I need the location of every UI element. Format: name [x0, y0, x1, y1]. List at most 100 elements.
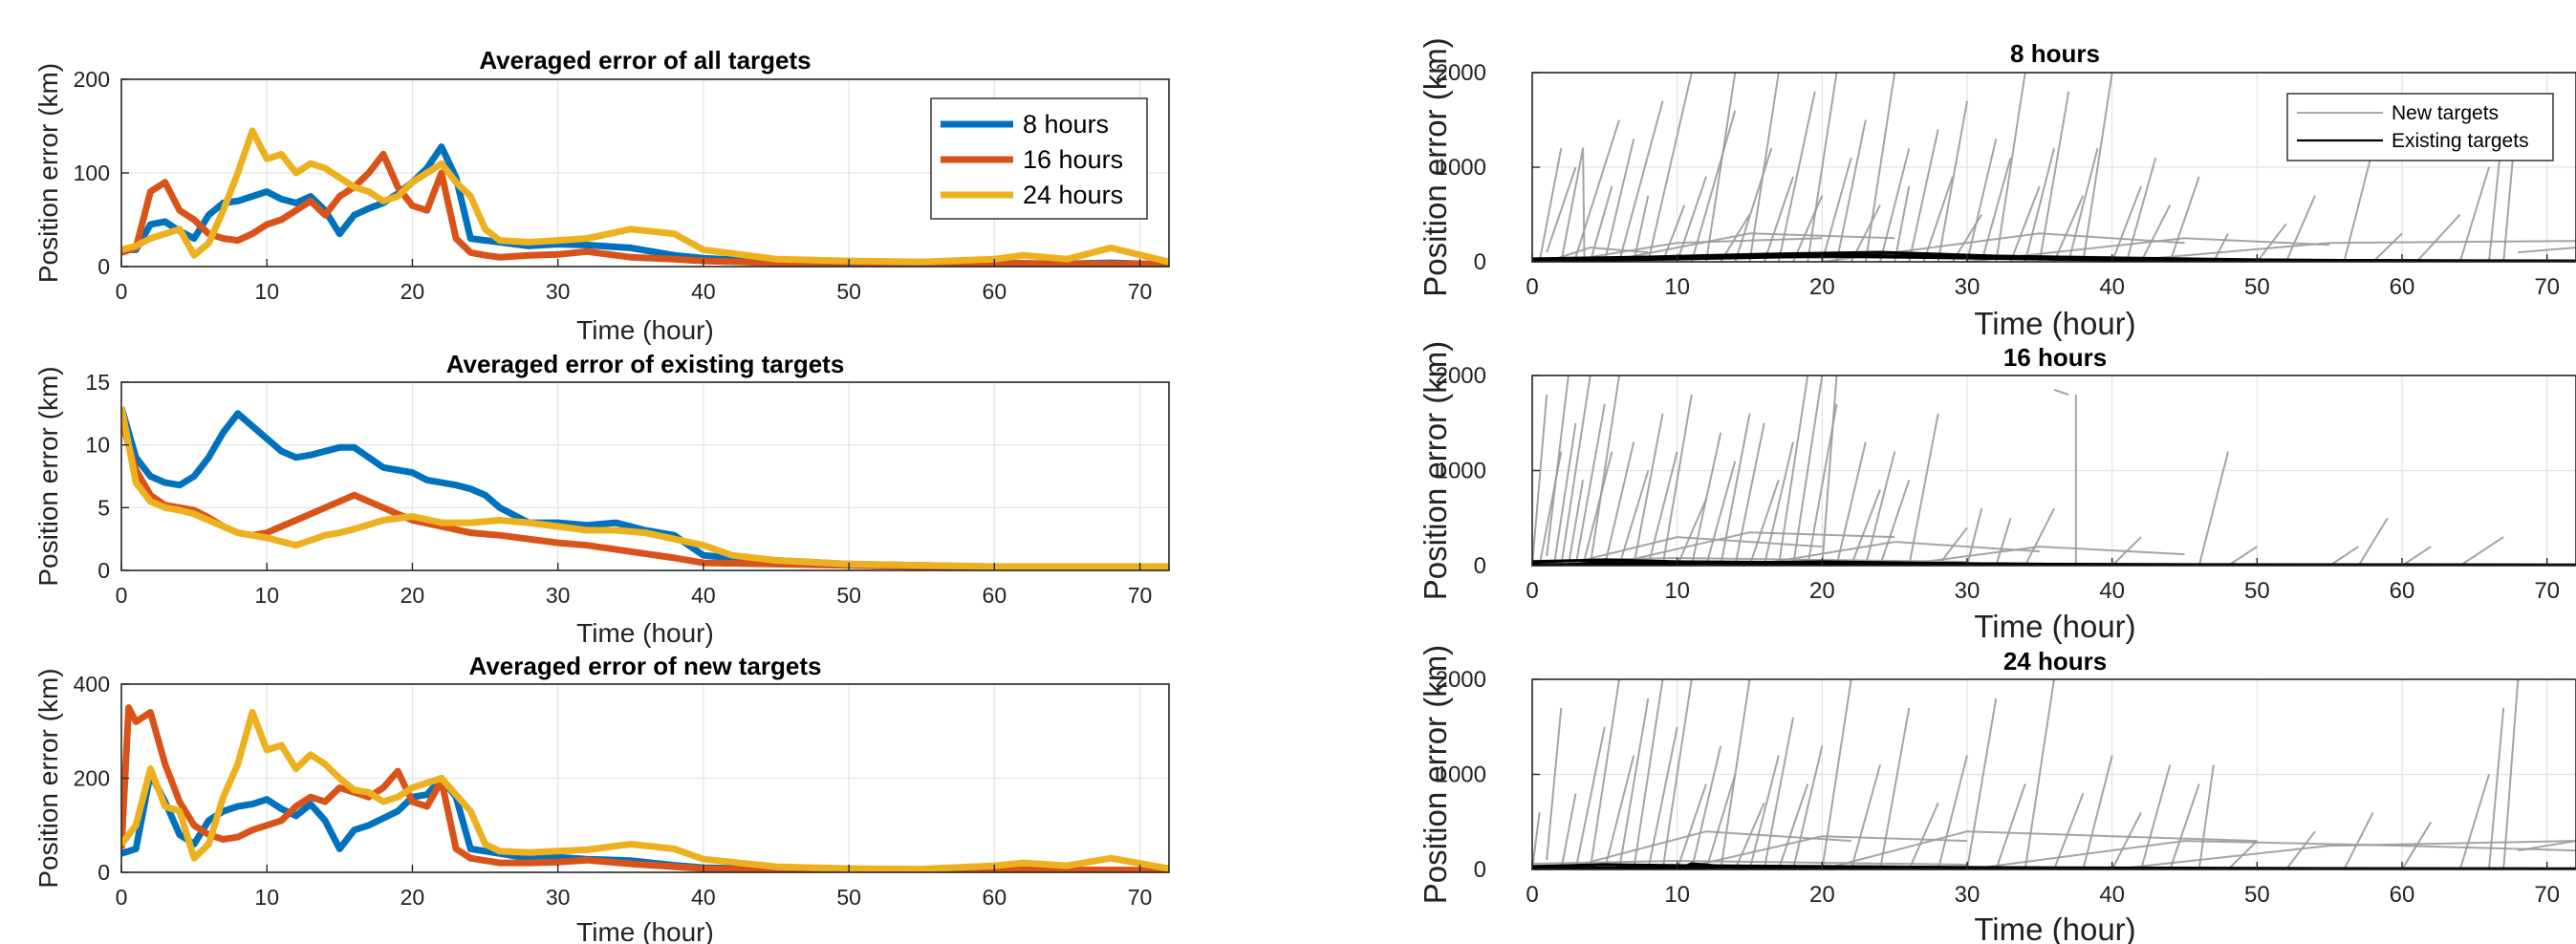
series-line-new-targets: [2140, 204, 2172, 262]
x-tick-label: 60: [983, 583, 1007, 608]
series-line-new-targets: [2357, 517, 2389, 566]
series-line-existing-targets: [1561, 559, 2576, 566]
x-tick-label: 30: [1955, 578, 1981, 604]
series-line-new-targets: [1560, 793, 1577, 869]
chart-title: 16 hours: [2003, 343, 2107, 372]
legend-label: 24 hours: [1023, 181, 1123, 209]
x-tick-label: 0: [116, 279, 128, 304]
series-line-new-targets: [2371, 232, 2403, 262]
series-line-new-targets: [1561, 830, 1851, 869]
series-line-new-targets: [1618, 697, 1650, 869]
series-line-new-targets: [1633, 413, 1664, 566]
legend: 8 hours 16 hours 24 hours: [930, 97, 1148, 220]
series-line-new-targets: [1603, 755, 1635, 869]
x-tick-label: 20: [400, 279, 425, 304]
x-tick-label: 0: [1526, 882, 1538, 908]
series-line-new-targets: [1864, 73, 1896, 262]
chart-panel: 0 10 20 30 40 50 60 70 0 1000 2000 16 hours Time (ho…: [1418, 341, 2576, 644]
x-tick-label: 60: [2390, 274, 2415, 300]
x-tick-label: 20: [1809, 274, 1835, 300]
chart-title: Averaged error of existing targets: [446, 350, 845, 378]
y-axis-label: Position error (km): [33, 668, 63, 888]
y-tick-label: 1000: [1436, 155, 1486, 181]
y-tick-label: 0: [97, 254, 110, 279]
x-tick-label: 40: [691, 279, 716, 304]
series-line-new-targets: [2284, 195, 2316, 262]
x-tick-label: 0: [116, 885, 128, 910]
x-tick-label: 50: [2244, 274, 2270, 300]
series-line-new-targets: [2169, 783, 2200, 869]
y-tick-label: 200: [74, 766, 110, 791]
series-line-new-targets: [1835, 441, 1867, 566]
series-line-16-hours: [121, 704, 1169, 872]
series-line-new-targets: [2053, 195, 2085, 262]
x-axis-label: Time (hour): [576, 315, 714, 345]
series-line-new-targets: [1995, 518, 2012, 566]
series-line-new-targets: [1763, 176, 1794, 262]
series-line-new-targets: [1894, 185, 1911, 262]
series-line-new-targets: [2009, 185, 2041, 262]
series-line-new-targets: [1966, 840, 2576, 869]
x-tick-label: 70: [1128, 583, 1153, 608]
x-tick-label: 40: [2099, 882, 2125, 908]
x-axis-label: Time (hour): [1974, 912, 2135, 944]
series-line-new-targets: [1937, 100, 1968, 262]
series-line-new-targets: [1894, 546, 2185, 566]
chart-title: Averaged error of all targets: [479, 46, 811, 75]
x-tick-label: 40: [691, 885, 716, 910]
series-line-new-targets: [2082, 73, 2113, 262]
x-tick-label: 10: [254, 279, 279, 304]
series-line-new-targets: [1966, 237, 2330, 262]
series-line-new-targets: [1879, 480, 1911, 566]
series-line-existing-targets: [1677, 862, 2576, 869]
x-axis-label: Time (hour): [576, 618, 714, 648]
legend-label: 16 hours: [1023, 145, 1123, 174]
series-line-new-targets: [1835, 119, 1867, 262]
x-tick-label: 50: [836, 885, 861, 910]
plot-series-group: [121, 406, 1169, 570]
series-line-new-targets: [1777, 91, 1816, 262]
x-tick-label: 50: [836, 583, 861, 608]
series-line-new-targets: [1574, 726, 1606, 869]
legend-label: Existing targets: [2392, 130, 2529, 152]
series-line-new-targets: [1532, 812, 1541, 869]
series-line-new-targets: [1748, 755, 1780, 869]
series-line-new-targets: [1661, 394, 1693, 566]
series-line-new-targets: [1603, 139, 1635, 262]
chart-title: Averaged error of new targets: [469, 652, 822, 680]
series-line-24-hours: [121, 709, 1169, 872]
series-line-new-targets: [1850, 489, 1881, 566]
series-line-new-targets: [2111, 811, 2142, 869]
series-line-new-targets: [1981, 157, 2012, 262]
series-line-new-targets: [2024, 679, 2055, 869]
series-line-new-targets: [1705, 774, 1737, 869]
x-tick-label: 30: [546, 583, 571, 608]
series-line-new-targets: [2111, 840, 2576, 869]
series-line-new-targets: [1749, 541, 2040, 566]
series-line-new-targets: [1560, 375, 1591, 566]
series-line-new-targets: [2111, 240, 2576, 262]
series-line-new-targets: [1995, 73, 2026, 262]
series-line-24-hours: [121, 127, 1169, 266]
series-line-new-targets: [2284, 830, 2316, 869]
series-line-new-targets: [1676, 783, 1707, 869]
series-line-new-targets: [2518, 247, 2576, 254]
series-line-new-targets: [1690, 432, 1722, 566]
y-tick-label: 400: [74, 672, 110, 697]
series-line-new-targets: [2067, 147, 2099, 262]
x-tick-label: 40: [2099, 578, 2125, 604]
x-tick-label: 30: [1955, 274, 1981, 300]
series-line-new-targets: [2415, 213, 2461, 262]
series-line-new-targets: [1567, 480, 1585, 566]
series-line-new-targets: [1546, 707, 1563, 861]
axes-box: [120, 381, 1170, 571]
y-tick-label: 0: [97, 860, 110, 885]
y-axis-label: Position error (km): [33, 366, 63, 586]
series-line-new-targets: [1822, 830, 2258, 869]
y-tick-label: 0: [97, 558, 110, 583]
y-tick-label: 15: [85, 370, 110, 395]
x-tick-label: 30: [546, 279, 571, 304]
y-tick-label: 1000: [1436, 762, 1486, 788]
x-tick-label: 10: [1664, 578, 1690, 604]
series-line-new-targets: [1589, 185, 1613, 262]
